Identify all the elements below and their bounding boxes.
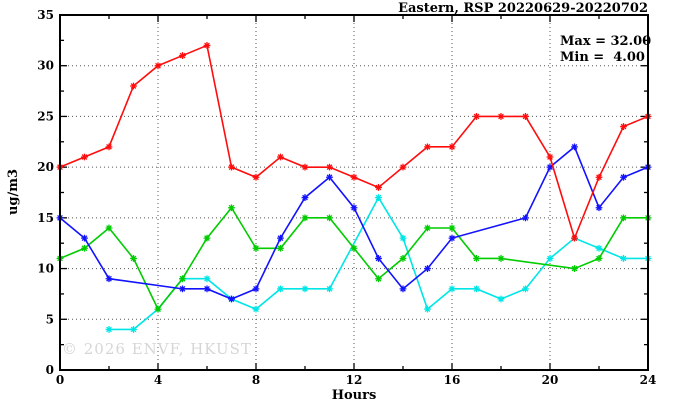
plot-border bbox=[59, 14, 649, 371]
series-cyan-line bbox=[109, 195, 648, 331]
max-stat: Max = 32.00 bbox=[560, 34, 652, 49]
x-tick-label: 20 bbox=[542, 373, 559, 387]
y-axis-label: ug/m3 bbox=[6, 168, 21, 216]
y-tick-label: 10 bbox=[37, 262, 54, 276]
y-tick-label: 20 bbox=[37, 160, 54, 174]
y-tick-label: 5 bbox=[46, 312, 54, 326]
y-tick-label: 25 bbox=[37, 109, 54, 123]
min-stat: Min = 4.00 bbox=[560, 50, 645, 65]
chart-title: Eastern, RSP 20220629-20220702 bbox=[398, 1, 648, 16]
x-tick-label: 24 bbox=[640, 373, 657, 387]
legend-stats: Max = 32.00 Min = 4.00 bbox=[560, 34, 651, 66]
x-tick-label: 16 bbox=[444, 373, 461, 387]
y-tick-label: 15 bbox=[37, 211, 54, 225]
series-cyan-markers bbox=[105, 194, 652, 333]
series-green-line bbox=[59, 206, 648, 311]
series-cyan bbox=[105, 194, 652, 333]
y-tick-label: 30 bbox=[37, 59, 54, 73]
series-green bbox=[56, 204, 652, 313]
x-tick-label: 0 bbox=[56, 373, 64, 387]
series-green-markers bbox=[56, 204, 652, 313]
x-tick-label: 12 bbox=[346, 373, 363, 387]
x-tick-label: 4 bbox=[154, 373, 162, 387]
series-blue-line bbox=[59, 145, 649, 300]
tick-labels: 0 4 8 12 16 20 24 0 5 10 15 20 25 30 35 bbox=[37, 8, 656, 387]
x-axis-label: Hours bbox=[331, 388, 377, 403]
y-tick-label: 35 bbox=[37, 8, 54, 22]
y-tick-label: 0 bbox=[46, 363, 54, 377]
watermark: © 2026 ENVF, HKUST bbox=[62, 340, 252, 358]
x-tick-label: 8 bbox=[252, 373, 260, 387]
